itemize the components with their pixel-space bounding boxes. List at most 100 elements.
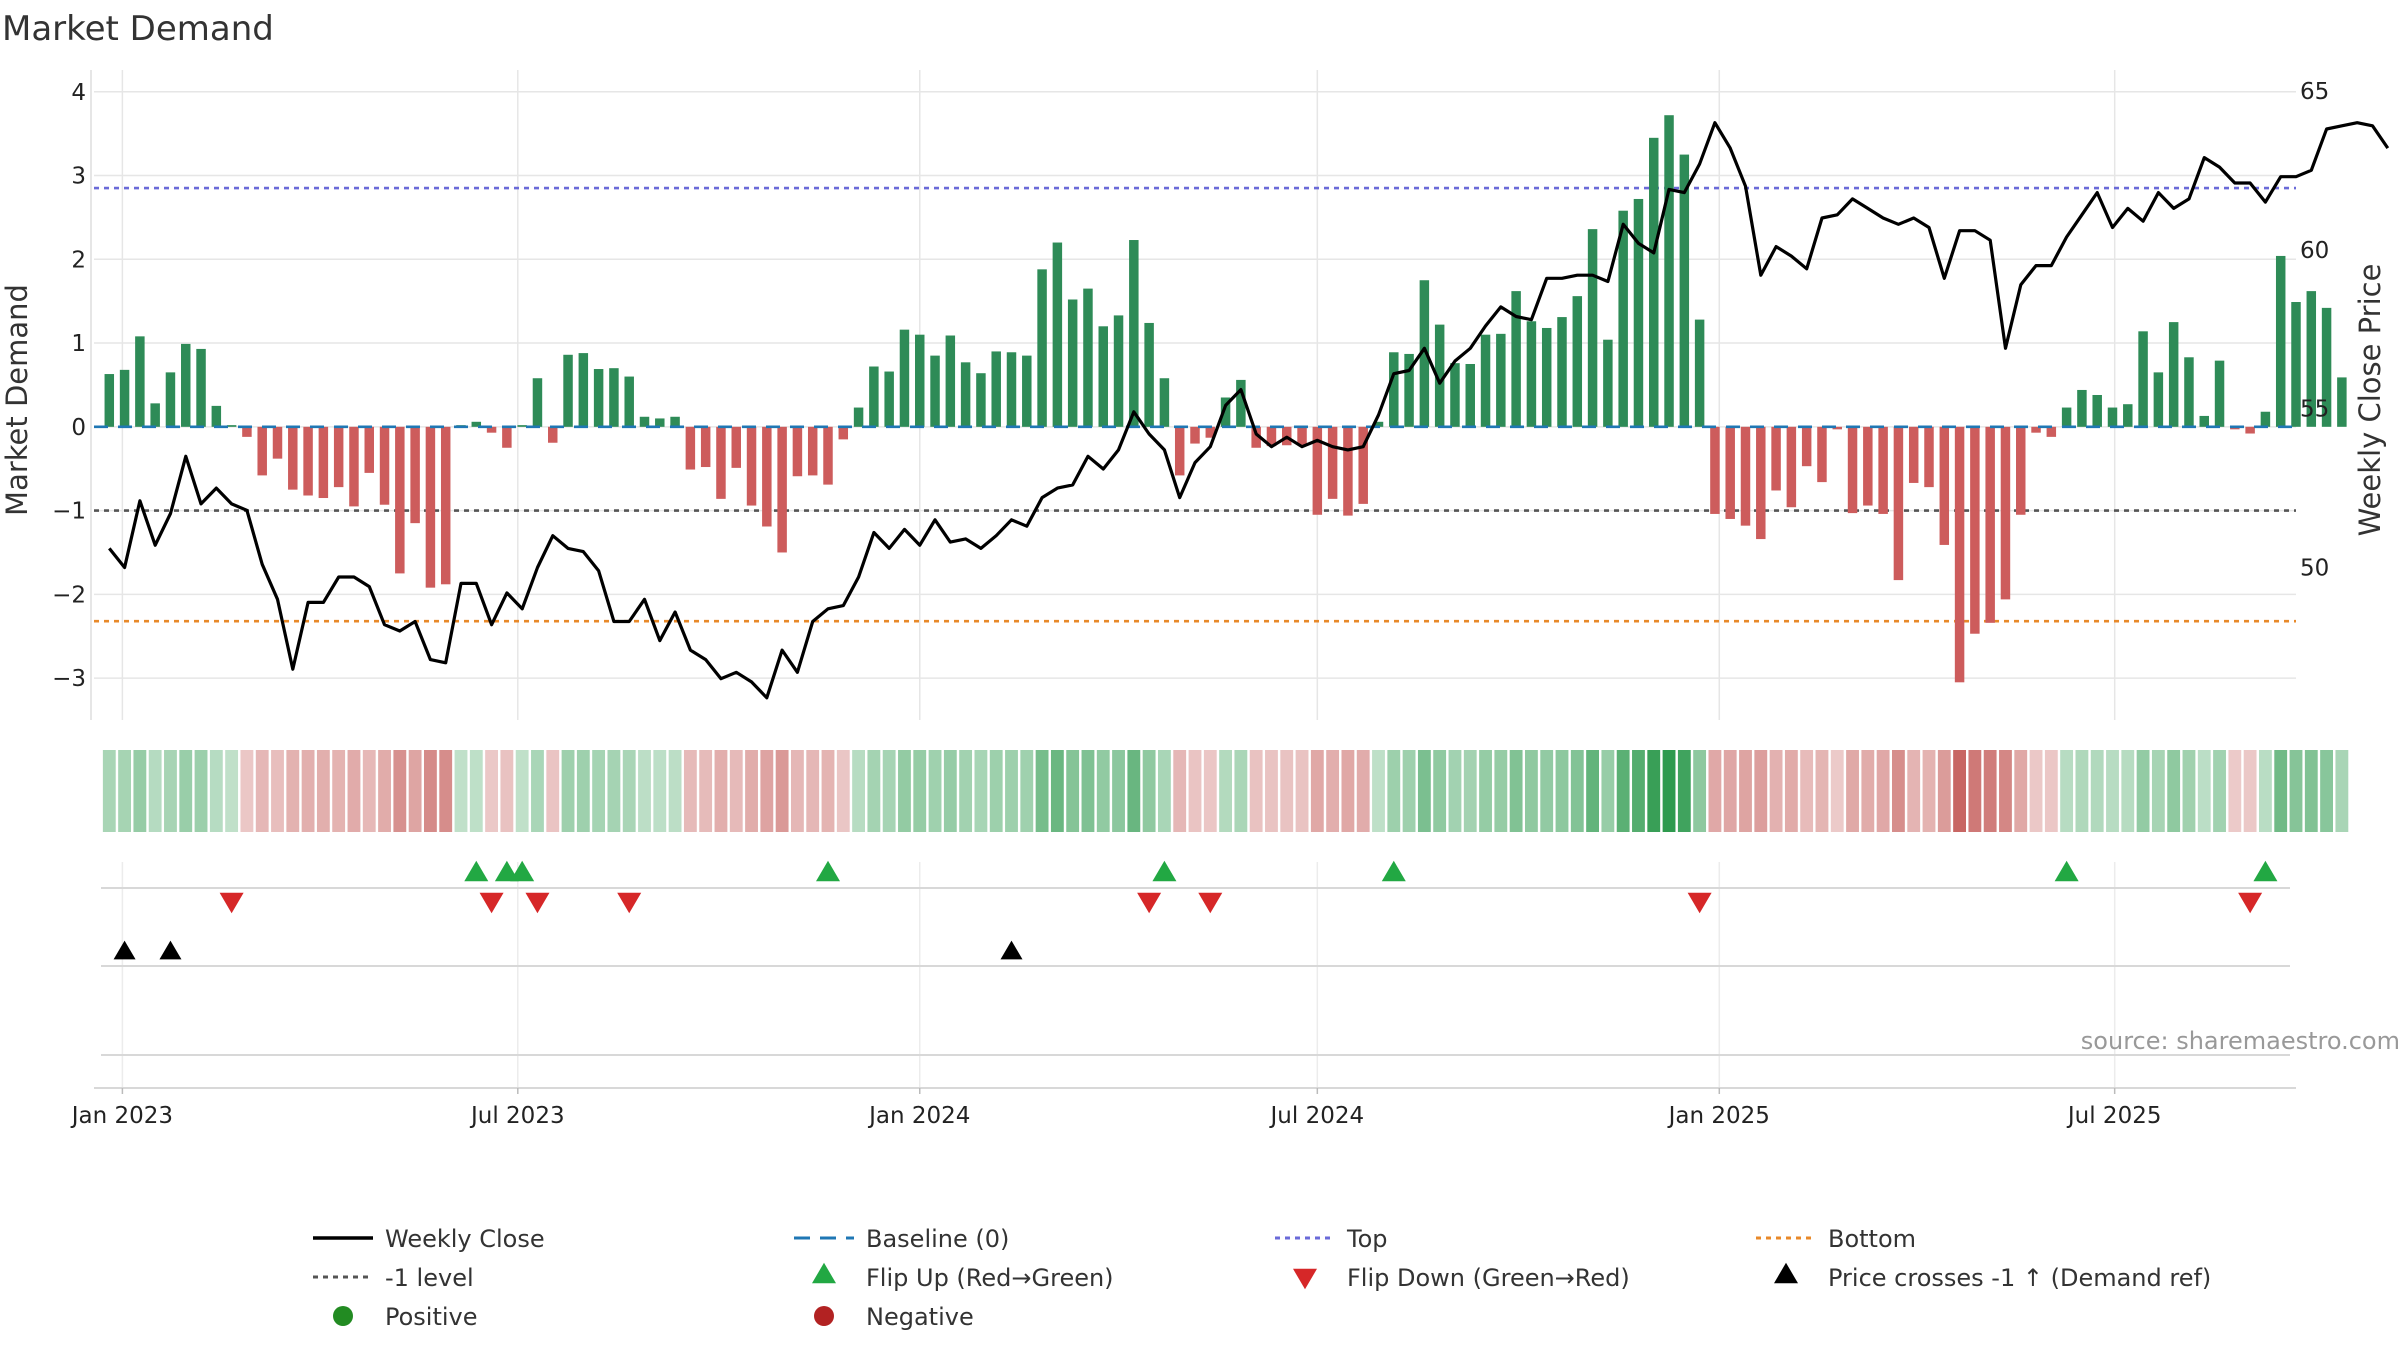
legend-triangle-up-icon [1774,1262,1798,1284]
demand-bar [1832,426,1842,430]
heat-cell [1647,750,1661,832]
heat-cell [1310,750,1324,832]
heat-cell [301,750,315,832]
heat-cell [194,750,208,832]
x-tick-label: Jan 2025 [1667,1103,1770,1129]
demand-bar [410,426,420,524]
event-markers [113,860,2278,960]
flip-up-marker [510,860,535,882]
legend-circle-icon [333,1306,353,1326]
legend-label: Top [1346,1225,1388,1253]
demand-bar [1465,363,1475,427]
demand-bar [853,407,864,427]
heat-cell [775,750,789,832]
heat-cell [531,750,544,832]
heat-cell [790,750,804,832]
y-right-tick-label: 60 [2300,238,2329,264]
demand-bar [578,353,589,427]
demand-bar [670,416,680,427]
demand-bar [303,426,313,496]
demand-bar [945,335,956,427]
heat-cell [1463,750,1477,832]
heat-cell [882,750,896,832]
legend-label: Positive [385,1303,478,1331]
demand-bar [165,372,176,427]
demand-bar [1343,426,1353,516]
heat-cell [1540,750,1554,832]
heat-cell [1448,750,1462,832]
demand-bar [333,426,344,488]
legend-label: Flip Up (Red→Green) [866,1264,1114,1292]
demand-bar [150,403,160,427]
heat-cell [2029,750,2043,832]
heat-cell [347,750,361,832]
legend-triangle-down-icon [1293,1268,1317,1290]
heat-cell [1479,750,1492,832]
demand-bar [1266,426,1277,447]
demand-bar [563,354,573,427]
demand-bar [440,426,451,585]
heat-cell [1249,750,1263,832]
demand-bar [1373,421,1384,427]
flip-down-marker [1198,892,1223,914]
heat-cell [2228,750,2242,832]
demand-bar [379,426,390,505]
demand-bar [1220,397,1231,427]
heat-cell [1020,750,1034,832]
heat-cell [2044,750,2058,832]
source-text: source: sharemaestro.com [2081,1027,2400,1055]
flip-down-marker [1137,892,1162,914]
demand-bar [1801,426,1812,467]
demand-bar [1496,333,1506,427]
heat-cell [1739,750,1752,832]
heat-cell [2182,750,2196,832]
heat-cell [638,750,651,832]
heat-cell [622,750,636,832]
heat-cell [1005,750,1018,832]
demand-bar [899,329,910,427]
heat-cell [683,750,697,832]
heat-cell [469,750,483,832]
demand-bar [1358,426,1368,504]
demand-bar [1587,229,1598,427]
heat-cell [500,750,514,832]
heat-cell [1677,750,1691,832]
heat-cell [1112,750,1125,832]
demand-bar [746,426,757,506]
heat-cell [439,750,453,832]
heat-cell [1509,750,1523,832]
demand-bar [2306,291,2317,427]
heat-cell [1387,750,1401,832]
heat-cell [1570,750,1584,832]
heat-cell [255,750,269,832]
legend-item: Baseline (0) [794,1225,1009,1253]
demand-bar [1633,198,1644,427]
demand-bar [181,343,191,427]
demand-bar [960,362,971,427]
heat-cell [1524,750,1538,832]
flip-down-marker [2238,892,2263,914]
heat-cell [1188,750,1202,832]
y-left-tick-label: −2 [52,582,86,608]
heat-cell [1402,750,1416,832]
legend-label: -1 level [385,1264,474,1292]
heat-cell [454,750,468,832]
demand-bar [1541,327,1552,427]
heat-cell [1937,750,1951,832]
demand-bar [838,426,849,440]
heat-cell [1219,750,1232,832]
legend-item: Weekly Close [313,1225,545,1253]
heat-cell [2167,750,2181,832]
heat-cell [118,750,131,832]
heat-cell [2090,750,2104,832]
y-right-tick-label: 65 [2300,79,2329,105]
demand-bar [639,416,650,427]
demand-bar [2184,357,2194,427]
legend-item: Flip Down (Green→Red) [1293,1264,1630,1292]
heat-cell [316,750,330,832]
heat-cell [1968,750,1982,832]
heat-cell [714,750,728,832]
heat-cell [898,750,911,832]
heat-cell [2151,750,2165,832]
demand-bar [1006,352,1017,427]
